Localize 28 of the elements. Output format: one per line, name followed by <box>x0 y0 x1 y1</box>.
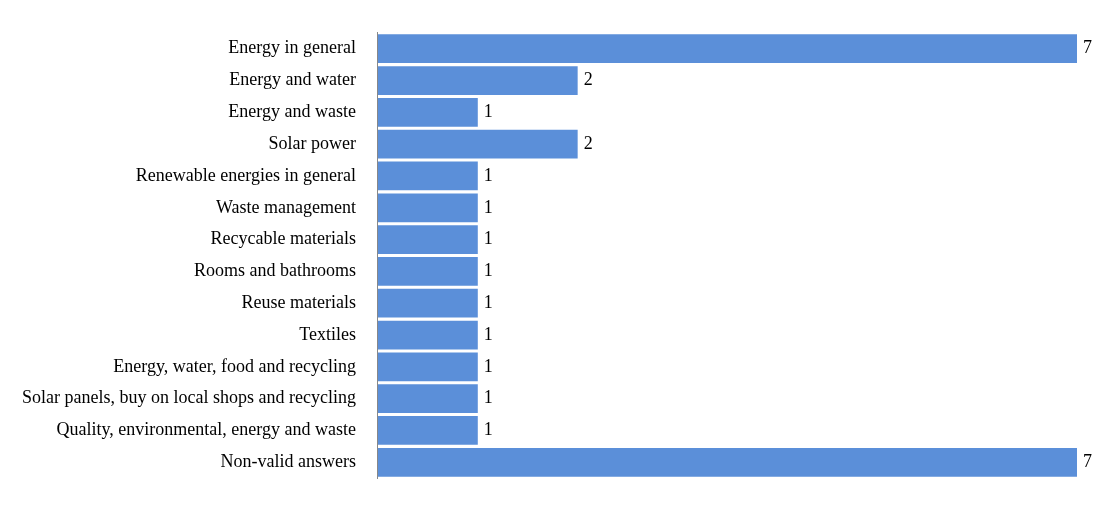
data-label: 1 <box>483 355 493 376</box>
y-tick-label: Energy, water, food and recycling <box>113 355 356 376</box>
data-label: 1 <box>483 387 493 408</box>
y-tick-label: Solar panels, buy on local shops and recycling <box>21 387 356 408</box>
y-tick-label: Reuse materials <box>241 291 356 312</box>
data-label: 1 <box>483 323 493 344</box>
y-tick-label: Textiles <box>299 323 356 344</box>
y-tick-label: Solar power <box>268 132 356 153</box>
data-label: 1 <box>483 101 493 122</box>
y-tick-label: Quality, environmental, energy and waste <box>56 419 356 440</box>
data-label: 1 <box>483 164 493 185</box>
y-tick-label: Rooms and bathrooms <box>193 260 356 281</box>
y-tick-label: Non-valid answers <box>220 451 356 472</box>
data-label: 7 <box>1083 37 1092 58</box>
data-label: 1 <box>483 291 493 312</box>
data-label: 1 <box>483 196 493 217</box>
data-label: 2 <box>583 69 593 90</box>
y-tick-label: Energy and waste <box>228 101 356 122</box>
y-tick-label: Energy in general <box>228 37 356 58</box>
data-label: 1 <box>483 419 493 440</box>
data-label: 1 <box>483 228 493 249</box>
y-tick-label: Renewable energies in general <box>135 164 356 185</box>
y-tick-label: Waste management <box>215 196 356 217</box>
y-tick-label: Energy and water <box>229 69 356 90</box>
data-label: 1 <box>483 260 493 281</box>
data-label: 7 <box>1083 451 1092 472</box>
y-tick-label: Recycable materials <box>210 228 356 249</box>
data-label: 2 <box>583 132 593 153</box>
